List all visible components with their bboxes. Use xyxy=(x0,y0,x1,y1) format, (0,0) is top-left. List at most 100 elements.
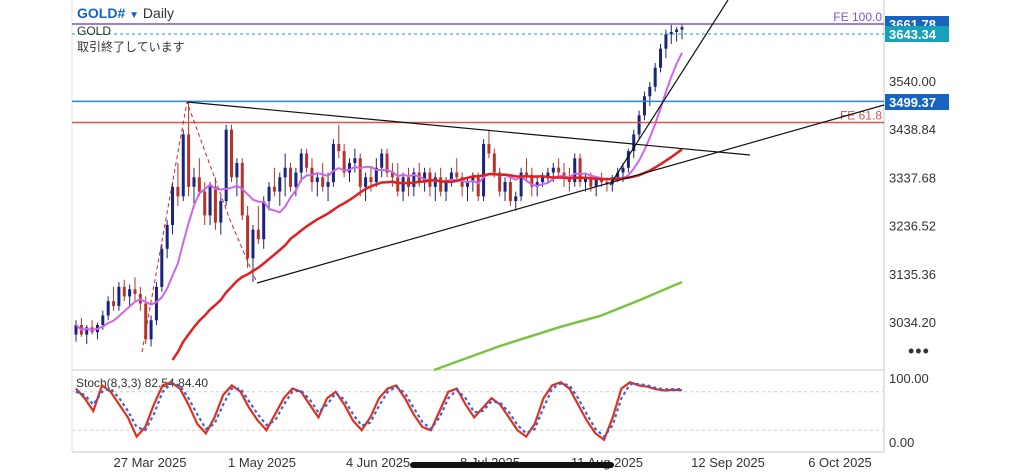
candle-body xyxy=(616,172,620,178)
candle-body xyxy=(353,158,357,164)
candle-body xyxy=(492,153,496,173)
candle-body xyxy=(535,182,539,187)
y-tick-label: 3337.68 xyxy=(889,170,936,185)
candle-body xyxy=(85,327,89,335)
candle xyxy=(272,167,276,197)
candle xyxy=(487,129,491,159)
more-dots-icon[interactable]: ••• xyxy=(908,341,930,361)
candle xyxy=(380,148,384,178)
candle xyxy=(460,172,464,197)
candle-body xyxy=(487,143,491,154)
candle-body xyxy=(680,27,684,30)
candle xyxy=(171,182,175,235)
candle-body xyxy=(573,158,577,183)
candle-body xyxy=(101,315,105,326)
candle xyxy=(230,124,234,183)
x-tick-label: 27 Mar 2025 xyxy=(114,455,187,470)
candle-body xyxy=(364,177,368,187)
fibo-expansion-path xyxy=(141,100,258,353)
candle-body xyxy=(433,177,437,187)
y-tick-label: 3236.52 xyxy=(889,219,936,234)
candle xyxy=(358,153,362,197)
candle xyxy=(208,182,212,225)
candle xyxy=(659,43,663,73)
candle-body xyxy=(455,172,459,178)
symbol-label[interactable]: GOLD# xyxy=(77,5,126,21)
price-badge-bg xyxy=(885,26,949,42)
candle-body xyxy=(305,153,309,168)
candle-body xyxy=(154,286,158,321)
candle xyxy=(669,24,673,44)
candle xyxy=(492,148,496,178)
candle-body xyxy=(519,172,523,197)
candle xyxy=(546,167,550,183)
candle-body xyxy=(621,167,625,173)
price-badge-bg xyxy=(885,94,949,110)
candle-body xyxy=(503,182,507,192)
candle-body xyxy=(192,177,196,187)
candle-body xyxy=(117,286,121,306)
candle-body xyxy=(675,29,679,32)
candle-body xyxy=(541,177,545,183)
candle xyxy=(176,163,180,206)
candle-body xyxy=(460,177,464,187)
candle-body xyxy=(524,172,528,175)
candle xyxy=(524,158,528,183)
candle-body xyxy=(471,177,475,183)
candle xyxy=(374,158,378,187)
x-tick-label: 6 Oct 2025 xyxy=(808,455,872,470)
candle xyxy=(160,244,164,292)
candle xyxy=(235,158,239,197)
candle xyxy=(508,177,512,206)
price-badge: 3643.34 xyxy=(885,26,949,42)
timeframe-label[interactable]: Daily xyxy=(142,5,175,21)
candle-body xyxy=(642,96,646,116)
candle xyxy=(578,153,582,187)
candle xyxy=(128,284,132,306)
candle xyxy=(219,196,223,235)
candle xyxy=(653,62,657,92)
candle-body xyxy=(669,31,673,35)
candle-body xyxy=(648,86,652,97)
candle-body xyxy=(74,325,78,335)
candle-body xyxy=(337,143,341,152)
purple-moving-average-line xyxy=(75,52,683,331)
candle-body xyxy=(267,186,271,202)
candle-body xyxy=(632,134,636,152)
candle xyxy=(165,220,169,259)
candle-body xyxy=(133,289,137,295)
candle xyxy=(106,296,110,321)
triangle-down-icon[interactable]: ▼ xyxy=(129,10,140,21)
candle-body xyxy=(106,301,110,316)
price-badge: 3499.37 xyxy=(885,94,949,110)
y-tick-label: 3135.36 xyxy=(889,267,936,282)
candle-body xyxy=(401,177,405,192)
candle-body xyxy=(557,167,561,173)
candle xyxy=(117,282,121,311)
stoch-y-tick-label: 100.00 xyxy=(889,371,929,386)
candle-body xyxy=(659,48,663,68)
candle xyxy=(562,163,566,187)
candle-body xyxy=(187,134,191,187)
candle-body xyxy=(348,163,352,173)
y-tick-label: 3540.00 xyxy=(889,74,936,89)
candle xyxy=(449,167,453,187)
candle-body xyxy=(144,303,148,340)
candle-body xyxy=(385,153,389,173)
candle-body xyxy=(600,179,604,183)
candle xyxy=(197,158,201,197)
candle-body xyxy=(514,196,518,202)
candle-body xyxy=(637,115,641,135)
level-label: FE 100.0 xyxy=(833,10,882,24)
candle xyxy=(154,282,158,326)
candle xyxy=(321,163,325,192)
candle-body xyxy=(626,151,630,168)
chart-header[interactable]: GOLD# ▼ Daily xyxy=(77,5,174,21)
candle xyxy=(267,182,271,211)
x-tick-label: 12 Sep 2025 xyxy=(691,455,765,470)
candle-body xyxy=(165,224,169,249)
candle xyxy=(626,148,630,173)
candle-body xyxy=(583,177,587,183)
candle-body xyxy=(589,177,593,187)
